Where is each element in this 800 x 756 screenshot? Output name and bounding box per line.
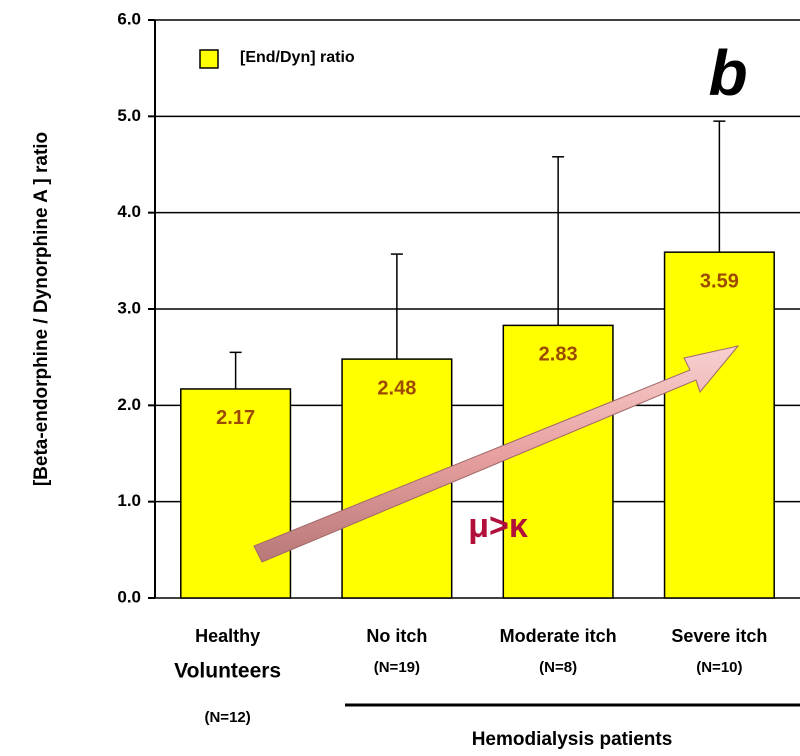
y-tick-label: 0.0 bbox=[117, 587, 141, 606]
value-label: 2.48 bbox=[377, 377, 416, 399]
bar bbox=[665, 252, 775, 598]
y-tick-label: 1.0 bbox=[117, 491, 141, 510]
x-tick-label: Severe itch bbox=[671, 626, 767, 646]
value-label: 2.83 bbox=[539, 344, 578, 366]
x-tick-label: (N=12) bbox=[204, 709, 250, 726]
y-axis-label: [Beta-endorphine / Dynorphine A ] ratio bbox=[31, 132, 52, 486]
x-tick-label: Moderate itch bbox=[500, 626, 617, 646]
arrow-label: μ>κ bbox=[468, 507, 528, 545]
x-tick-label: (N=10) bbox=[696, 659, 742, 676]
y-tick-label: 6.0 bbox=[117, 9, 141, 28]
value-label: 3.59 bbox=[700, 270, 739, 292]
x-tick-label: (N=19) bbox=[374, 659, 420, 676]
legend-swatch bbox=[200, 50, 218, 68]
x-tick-label: Volunteers bbox=[174, 660, 281, 683]
bar bbox=[503, 325, 613, 598]
value-label: 2.17 bbox=[216, 407, 255, 429]
x-tick-label: No itch bbox=[366, 626, 427, 646]
chart: [Beta-endorphine / Dynorphine A ] ratio … bbox=[0, 0, 800, 756]
group-label: Hemodialysis patients bbox=[472, 729, 673, 750]
x-tick-label: (N=8) bbox=[539, 659, 577, 676]
y-tick-label: 3.0 bbox=[117, 298, 141, 317]
y-tick-label: 2.0 bbox=[117, 395, 141, 414]
panel-label: b bbox=[708, 37, 747, 109]
y-tick-label: 5.0 bbox=[117, 106, 141, 125]
legend-label: [End/Dyn] ratio bbox=[240, 49, 355, 66]
x-tick-label: Healthy bbox=[195, 626, 260, 646]
y-tick-label: 4.0 bbox=[117, 202, 141, 221]
